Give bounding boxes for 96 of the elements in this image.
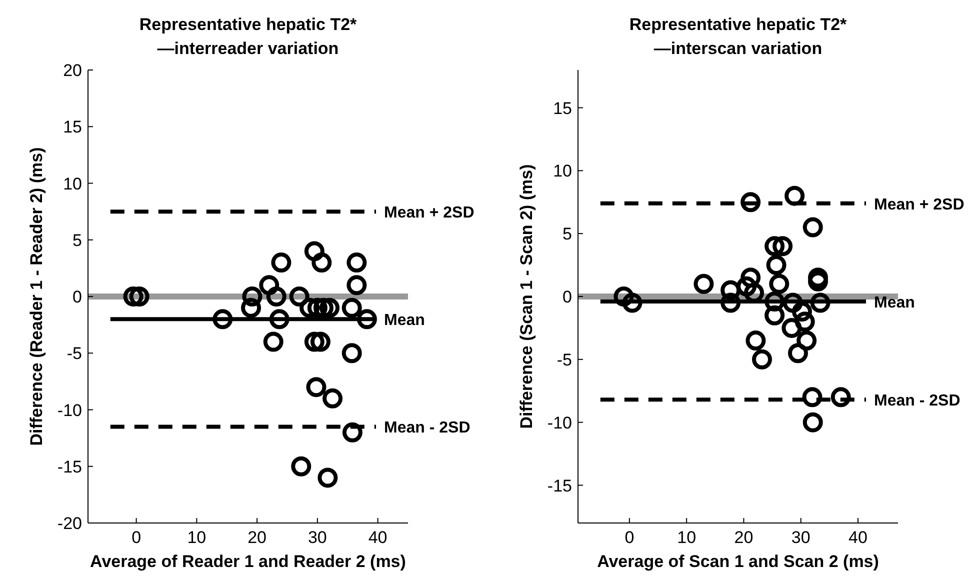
point <box>266 286 286 306</box>
point <box>784 186 805 206</box>
point <box>342 422 362 442</box>
y-axis-title: Difference (Scan 1 - Scan 2) (ms) <box>517 164 536 429</box>
x-axis-title: Average of Scan 1 and Scan 2 (ms) <box>597 552 879 571</box>
chart-title: Representative hepatic T2* <box>629 15 848 34</box>
y-tick-label: 15 <box>553 98 572 118</box>
point <box>736 276 757 296</box>
point <box>622 292 642 313</box>
point <box>740 192 761 212</box>
point <box>782 318 802 338</box>
point <box>259 275 280 296</box>
point <box>808 268 828 288</box>
point <box>212 309 233 330</box>
point <box>269 309 290 330</box>
point <box>346 275 367 296</box>
point <box>769 274 790 294</box>
point <box>764 236 785 256</box>
x-tick-label: 20 <box>248 528 267 547</box>
x-tick-label: 0 <box>132 528 142 547</box>
ref-line-label: Mean - 2SD <box>384 420 470 437</box>
y-tick-label: 0 <box>562 288 572 306</box>
point <box>764 305 785 326</box>
point <box>320 298 340 318</box>
point <box>356 309 377 330</box>
chart-subtitle: —interscan variation <box>654 39 822 58</box>
y-tick-label: -5 <box>66 344 82 364</box>
ref-line-label: Mean + 2SD <box>874 196 964 214</box>
y-tick-label: 15 <box>63 118 82 137</box>
point <box>792 302 812 322</box>
x-tick-label: 10 <box>187 528 206 547</box>
point <box>808 271 828 292</box>
x-tick-label: 30 <box>308 528 327 547</box>
x-tick-label: 10 <box>677 528 696 547</box>
y-tick-label: 5 <box>72 230 82 250</box>
y-tick-label: -10 <box>547 413 572 432</box>
point <box>271 252 292 273</box>
point <box>772 236 793 256</box>
ref-line-label: Mean <box>874 294 915 312</box>
y-tick-label: -15 <box>57 457 82 476</box>
point <box>242 286 262 306</box>
x-tick-label: 40 <box>368 528 388 547</box>
y-tick-label: 10 <box>63 174 82 194</box>
y-tick-label: 20 <box>63 61 82 80</box>
point <box>694 274 714 294</box>
y-axis-title: Difference (Reader 1 - Reader 2) (ms) <box>27 147 46 446</box>
point <box>310 332 330 352</box>
point <box>304 241 324 262</box>
y-tick-label: 10 <box>553 162 572 181</box>
y-tick-label: 0 <box>72 288 82 306</box>
point <box>263 332 284 352</box>
point <box>123 286 144 306</box>
chart-title: Representative hepatic T2* <box>139 15 358 34</box>
point <box>830 387 851 408</box>
point <box>802 387 822 408</box>
x-tick-label: 30 <box>791 528 810 547</box>
point <box>306 377 326 398</box>
y-tick-label: -5 <box>556 350 572 370</box>
point <box>740 268 761 288</box>
x-axis-title: Average of Reader 1 and Reader 2 (ms) <box>90 552 406 571</box>
point <box>322 388 343 408</box>
point <box>129 286 150 306</box>
point <box>810 292 830 313</box>
point <box>802 412 823 432</box>
y-tick-label: -15 <box>547 476 572 496</box>
point <box>764 292 785 312</box>
point <box>342 298 362 318</box>
point <box>794 312 815 332</box>
y-tick-label: -20 <box>57 514 82 533</box>
point <box>782 292 803 313</box>
point <box>788 343 808 364</box>
chart-subtitle: —interreader variation <box>157 39 339 58</box>
point <box>752 349 772 370</box>
y-tick-label: -10 <box>57 400 82 420</box>
ref-line-label: Mean - 2SD <box>874 392 960 410</box>
x-tick-label: 40 <box>848 528 868 547</box>
point <box>318 468 338 488</box>
ref-line-label: Mean <box>384 312 425 330</box>
point <box>289 286 310 306</box>
point <box>304 332 324 352</box>
point <box>346 252 367 273</box>
point <box>720 292 741 313</box>
point <box>312 252 332 273</box>
point <box>720 280 741 300</box>
point <box>796 330 817 351</box>
point <box>746 330 766 351</box>
ref-line-label: Mean + 2SD <box>384 204 474 222</box>
y-tick-label: 5 <box>562 224 572 244</box>
point <box>291 456 312 476</box>
point <box>614 286 634 306</box>
point <box>241 298 262 318</box>
point <box>766 255 786 276</box>
x-tick-label: 20 <box>734 528 754 547</box>
point <box>802 217 823 238</box>
x-tick-label: 0 <box>624 528 634 547</box>
point <box>342 343 362 364</box>
